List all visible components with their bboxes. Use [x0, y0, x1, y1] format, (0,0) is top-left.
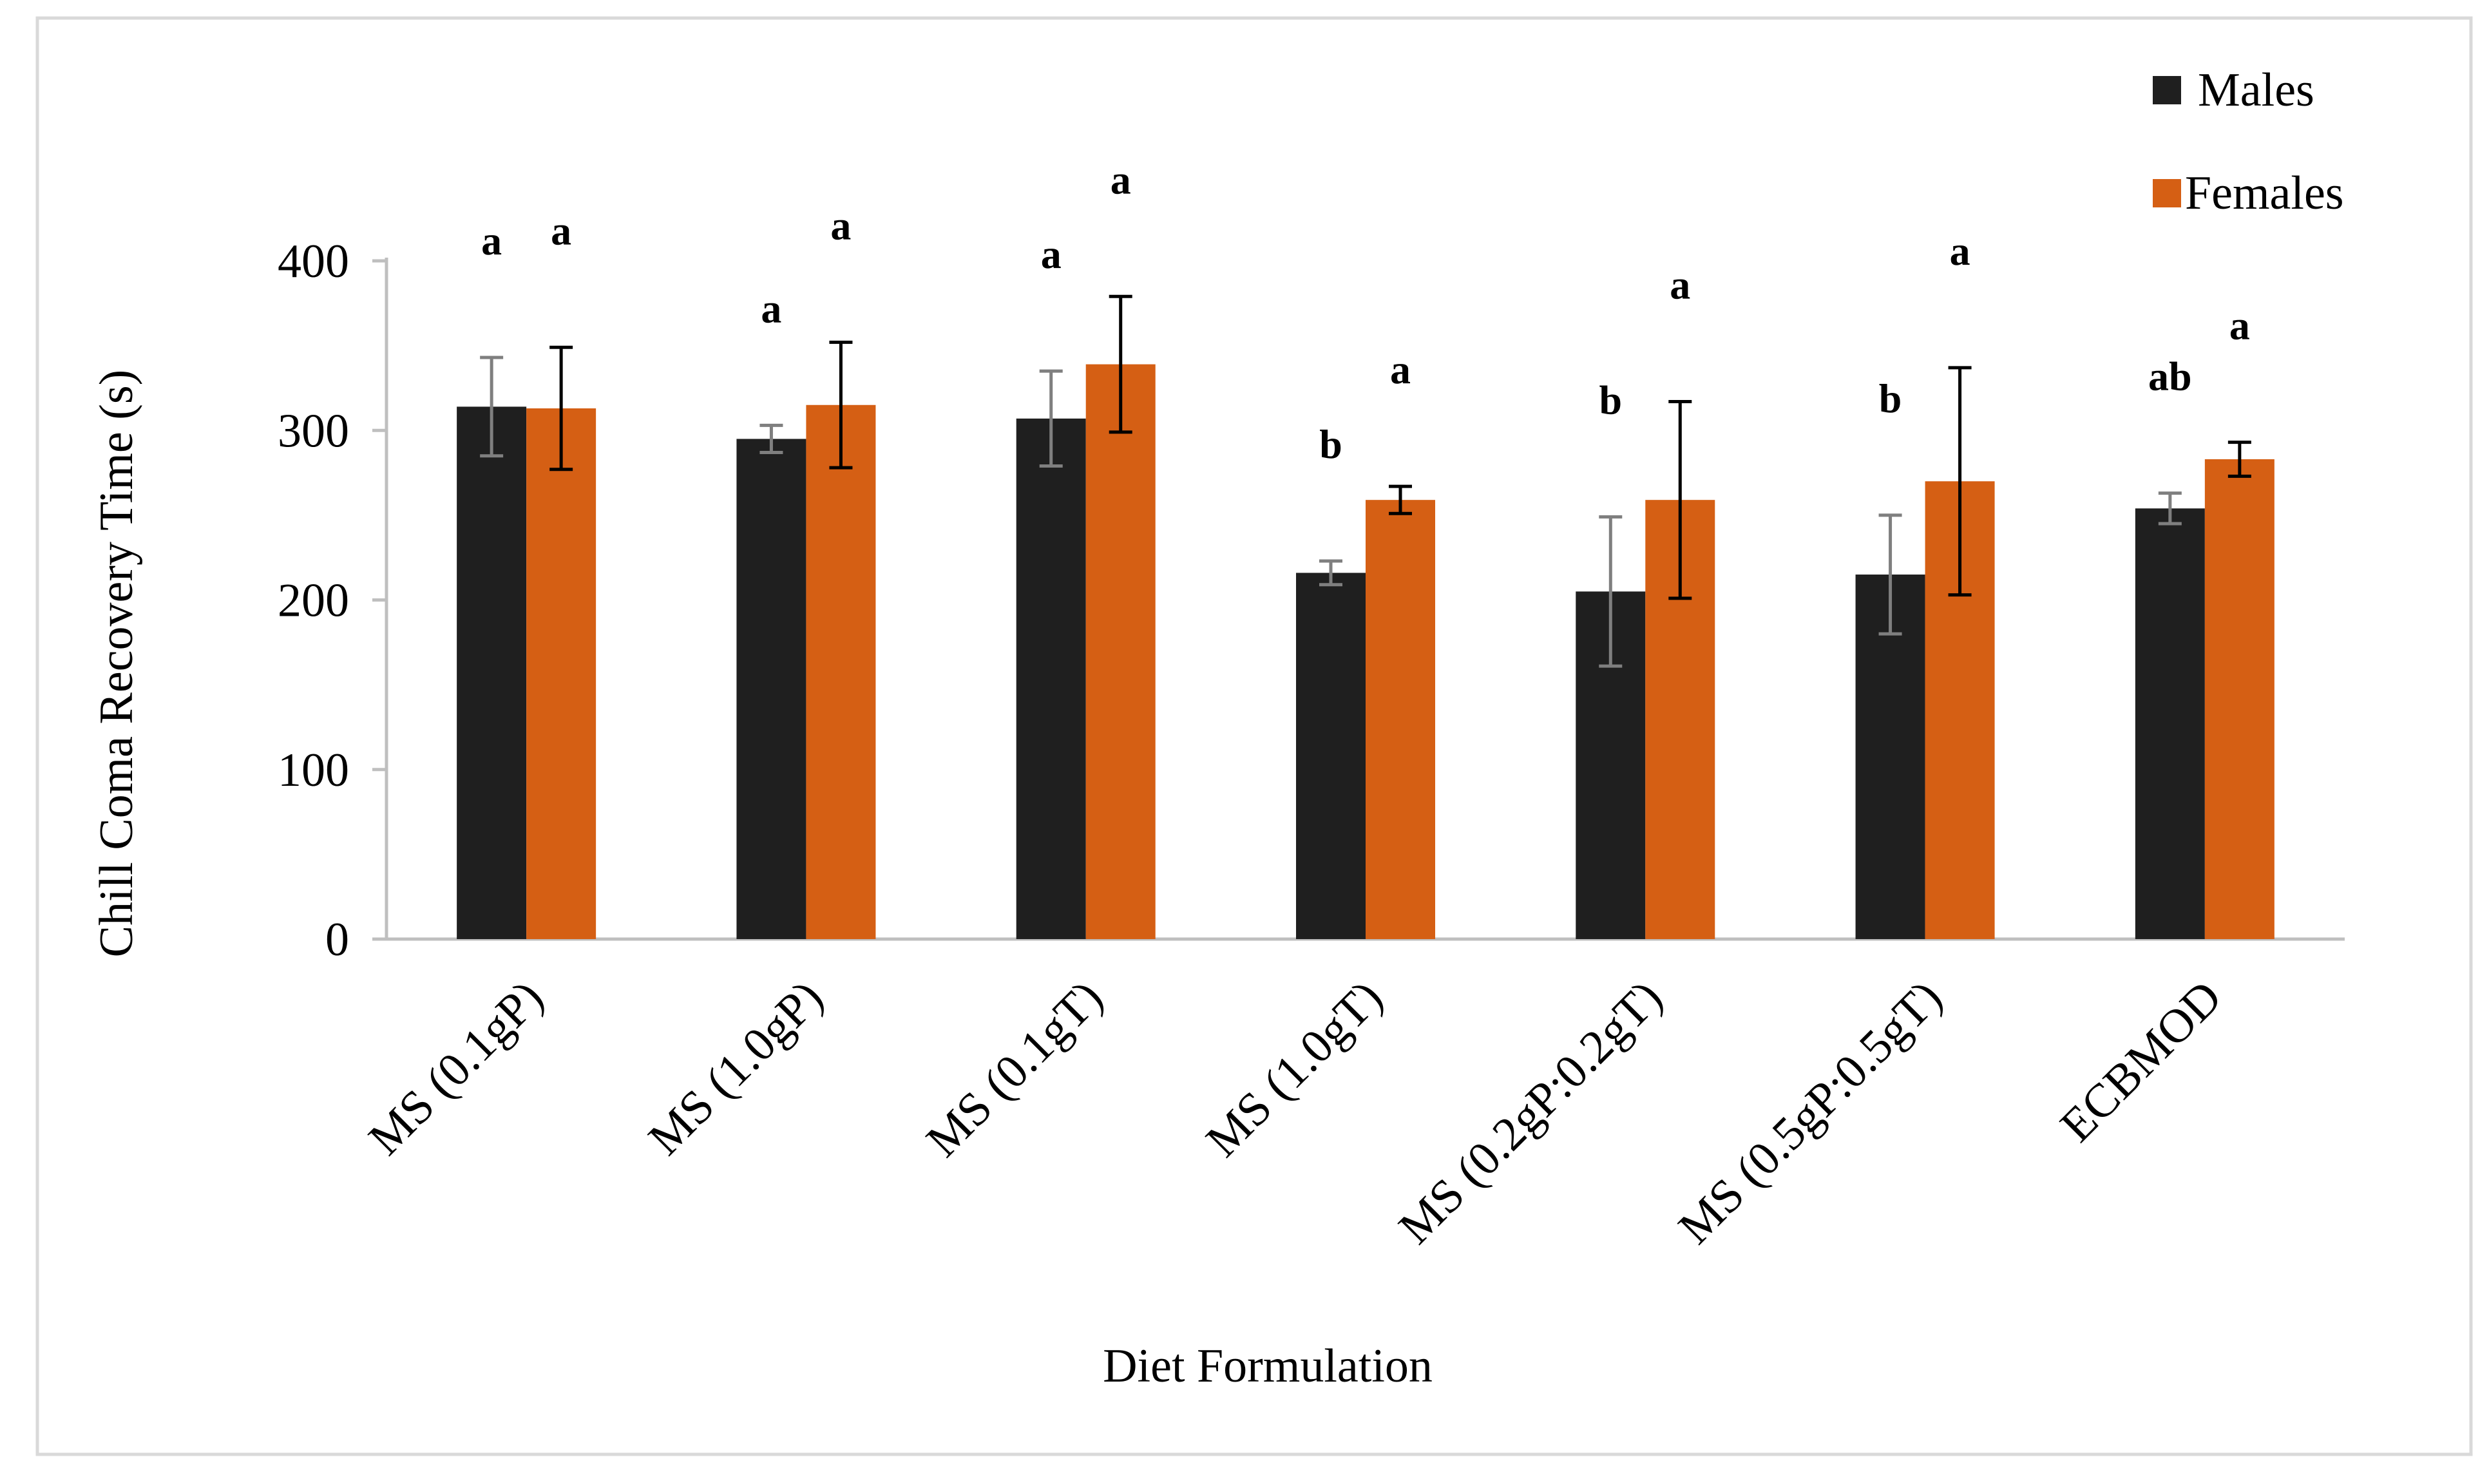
significance-label: a	[2229, 303, 2250, 348]
y-axis: 0 100 200 300 400	[278, 235, 388, 966]
significance-label: a	[1041, 231, 1062, 277]
significance-label: a	[1390, 347, 1411, 392]
bar-males	[1016, 418, 1086, 939]
bar-females	[1366, 500, 1435, 939]
y-tick-label: 300	[278, 404, 349, 457]
y-tick-label: 200	[278, 575, 349, 627]
significance-label: a	[830, 202, 851, 248]
bar-males	[2135, 508, 2205, 939]
y-tick-label: 100	[278, 744, 349, 797]
significance-label: ab	[2148, 354, 2192, 399]
chart-frame	[35, 16, 2473, 1456]
significance-label: b	[1319, 421, 1342, 467]
y-tick-label: 400	[278, 235, 349, 288]
legend-swatch	[2153, 76, 2181, 104]
legend-label: Females	[2185, 167, 2344, 220]
y-axis-title: Chill Coma Recovery Time (s)	[90, 370, 143, 958]
legend-swatch	[2153, 179, 2181, 207]
significance-label: a	[761, 285, 781, 331]
bar-males	[1296, 573, 1366, 939]
significance-label: a	[1950, 228, 1970, 274]
bar-females	[2204, 459, 2274, 939]
significance-label: a	[1670, 262, 1690, 307]
y-tick-label: 0	[325, 913, 349, 966]
legend-label: Males	[2198, 64, 2314, 117]
bar-males	[736, 439, 806, 939]
legend-item-females: Females	[2153, 167, 2344, 220]
legend: Males Females	[2153, 64, 2344, 220]
bars	[457, 364, 2274, 939]
error-bars	[480, 294, 2251, 668]
legend-item-males: Males	[2153, 64, 2314, 117]
significance-label: a	[1111, 157, 1131, 202]
significance-label: a	[551, 207, 571, 253]
bar-females	[806, 404, 876, 939]
significance-label: b	[1599, 377, 1622, 423]
bar-females	[1085, 364, 1156, 939]
significance-label: b	[1879, 376, 1902, 421]
x-axis-title: Diet Formulation	[1103, 1340, 1433, 1393]
bar-males	[457, 406, 527, 939]
bar-females	[526, 408, 596, 939]
significance-label: a	[481, 218, 502, 263]
